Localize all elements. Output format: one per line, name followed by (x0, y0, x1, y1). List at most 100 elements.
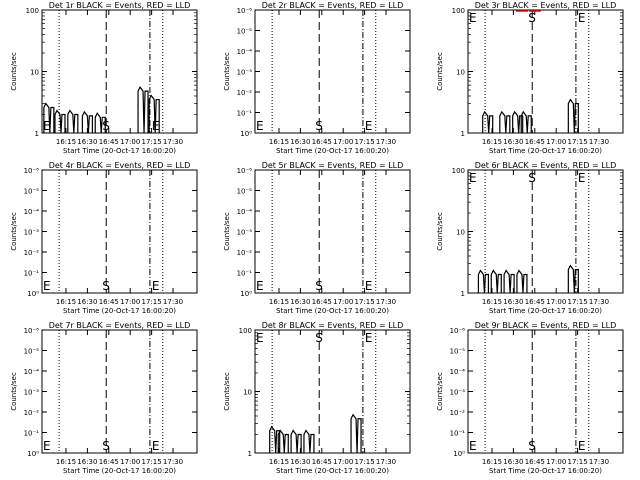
start-marker-label: E (469, 11, 477, 25)
event-mark (290, 429, 302, 454)
event-mark (490, 269, 502, 294)
x-tick-label: 17:15 (355, 138, 375, 146)
y-tick-label: 10⁻⁶ (24, 167, 40, 175)
x-tick-label: 17:15 (142, 138, 162, 146)
x-tick-label: 17:30 (589, 138, 609, 146)
y-tick-label: 10⁻¹ (24, 430, 40, 438)
x-tick-label: 16:45 (525, 298, 545, 306)
y-tick-label: 10 (456, 229, 465, 237)
panel-title: Det 9r BLACK = Events, RED = LLD (475, 321, 617, 330)
plot-frame (41, 169, 198, 294)
panel-title: Det 7r BLACK = Events, RED = LLD (49, 321, 191, 330)
end-marker-label: E (152, 279, 160, 293)
event-mark (269, 425, 281, 454)
event-mark (567, 264, 579, 294)
event-mark (516, 269, 528, 294)
end-marker-label: E (152, 439, 160, 453)
y-tick-label: 10⁻¹ (24, 270, 40, 278)
event-mark (499, 110, 511, 134)
y-tick-label: 10⁻³ (237, 229, 253, 237)
x-tick-label: 16:15 (56, 458, 76, 466)
end-marker-label: E (365, 279, 373, 293)
x-tick-label: 17:15 (568, 298, 588, 306)
y-tick-label: 10 (243, 389, 252, 397)
x-tick-label: 17:30 (163, 298, 183, 306)
sun-marker-label: S (528, 11, 536, 25)
y-tick-label: 10⁰ (27, 450, 39, 458)
y-tick-label: 10⁻² (24, 409, 40, 417)
x-tick-label: 17:15 (355, 298, 375, 306)
y-tick-label: 10⁻⁵ (24, 188, 40, 196)
panel-title: Det 4r BLACK = Events, RED = LLD (49, 161, 191, 170)
end-marker-label: E (365, 331, 373, 345)
y-tick-label: 100 (452, 7, 465, 15)
y-tick-label: 10⁻¹ (237, 270, 253, 278)
event-point (148, 94, 160, 134)
panel-4: Det 4r BLACK = Events, RED = LLD Counts/s… (10, 161, 198, 315)
y-tick-label: 10⁻¹ (237, 110, 253, 118)
x-tick-label: 17:00 (333, 298, 353, 306)
end-marker-label: E (365, 119, 373, 133)
plot-frame (41, 329, 198, 454)
x-tick-label: 16:15 (482, 298, 502, 306)
y-tick-label: 10⁰ (240, 130, 252, 138)
event-point (137, 85, 149, 134)
y-tick-label: 10⁻⁴ (24, 368, 40, 376)
plot-frame (467, 329, 624, 454)
event-point (567, 264, 579, 294)
panel-3: Det 3r BLACK = Events, RED = LLD Counts/s… (436, 1, 624, 155)
x-tick-label: 17:15 (355, 458, 375, 466)
event-point (499, 110, 511, 134)
x-tick-label: 17:15 (568, 458, 588, 466)
event-mark (43, 102, 55, 134)
x-axis-label: Start Time (20-Oct-17 16:00:20) (489, 307, 602, 315)
event-point (477, 269, 490, 294)
x-tick-label: 16:30 (77, 298, 97, 306)
sun-marker-label: S (315, 119, 323, 133)
y-tick-label: 10⁻³ (24, 389, 40, 397)
start-marker-label: E (469, 171, 477, 185)
panel-6: Det 6r BLACK = Events, RED = LLD Counts/s… (436, 161, 624, 315)
x-axis-label: Start Time (20-Oct-17 16:00:20) (276, 467, 389, 475)
event-mark (303, 429, 315, 454)
end-marker-label: E (578, 171, 586, 185)
x-tick-label: 16:30 (77, 458, 97, 466)
y-tick-label: 1 (248, 450, 252, 458)
x-tick-label: 16:45 (525, 138, 545, 146)
y-tick-label: 10⁰ (27, 290, 39, 298)
x-axis-label: Start Time (20-Oct-17 16:00:20) (63, 147, 176, 155)
y-axis-label: Counts/sec (10, 372, 18, 411)
y-axis-label: Counts/sec (223, 52, 231, 91)
event-point (516, 269, 528, 294)
event-mark (277, 429, 289, 454)
x-tick-label: 17:30 (163, 138, 183, 146)
event-mark (94, 112, 106, 134)
sun-marker-label: S (102, 119, 110, 133)
panel-title: Det 8r BLACK = Events, RED = LLD (262, 321, 404, 330)
y-tick-label: 100 (26, 7, 39, 15)
y-tick-label: 100 (239, 327, 252, 335)
x-tick-label: 17:00 (546, 458, 566, 466)
end-marker-label: E (578, 11, 586, 25)
event-mark (81, 110, 93, 134)
x-axis-label: Start Time (20-Oct-17 16:00:20) (63, 307, 176, 315)
panel-5: Det 5r BLACK = Events, RED = LLD Counts/s… (223, 161, 411, 315)
x-tick-label: 17:30 (589, 298, 609, 306)
x-tick-label: 17:00 (546, 138, 566, 146)
x-axis-label: Start Time (20-Oct-17 16:00:20) (489, 467, 602, 475)
y-axis-label: Counts/sec (436, 52, 444, 91)
x-tick-label: 16:30 (77, 138, 97, 146)
x-tick-label: 17:30 (163, 458, 183, 466)
event-point (350, 413, 362, 454)
x-tick-label: 16:45 (312, 458, 332, 466)
y-tick-label: 10⁻⁶ (24, 327, 40, 335)
start-marker-label: E (43, 439, 51, 453)
x-tick-label: 16:15 (269, 138, 289, 146)
event-mark (477, 269, 490, 294)
y-tick-label: 10⁻² (24, 249, 40, 257)
x-tick-label: 17:15 (142, 298, 162, 306)
x-tick-label: 16:30 (290, 458, 310, 466)
x-tick-label: 17:00 (333, 458, 353, 466)
x-tick-label: 16:45 (99, 458, 119, 466)
